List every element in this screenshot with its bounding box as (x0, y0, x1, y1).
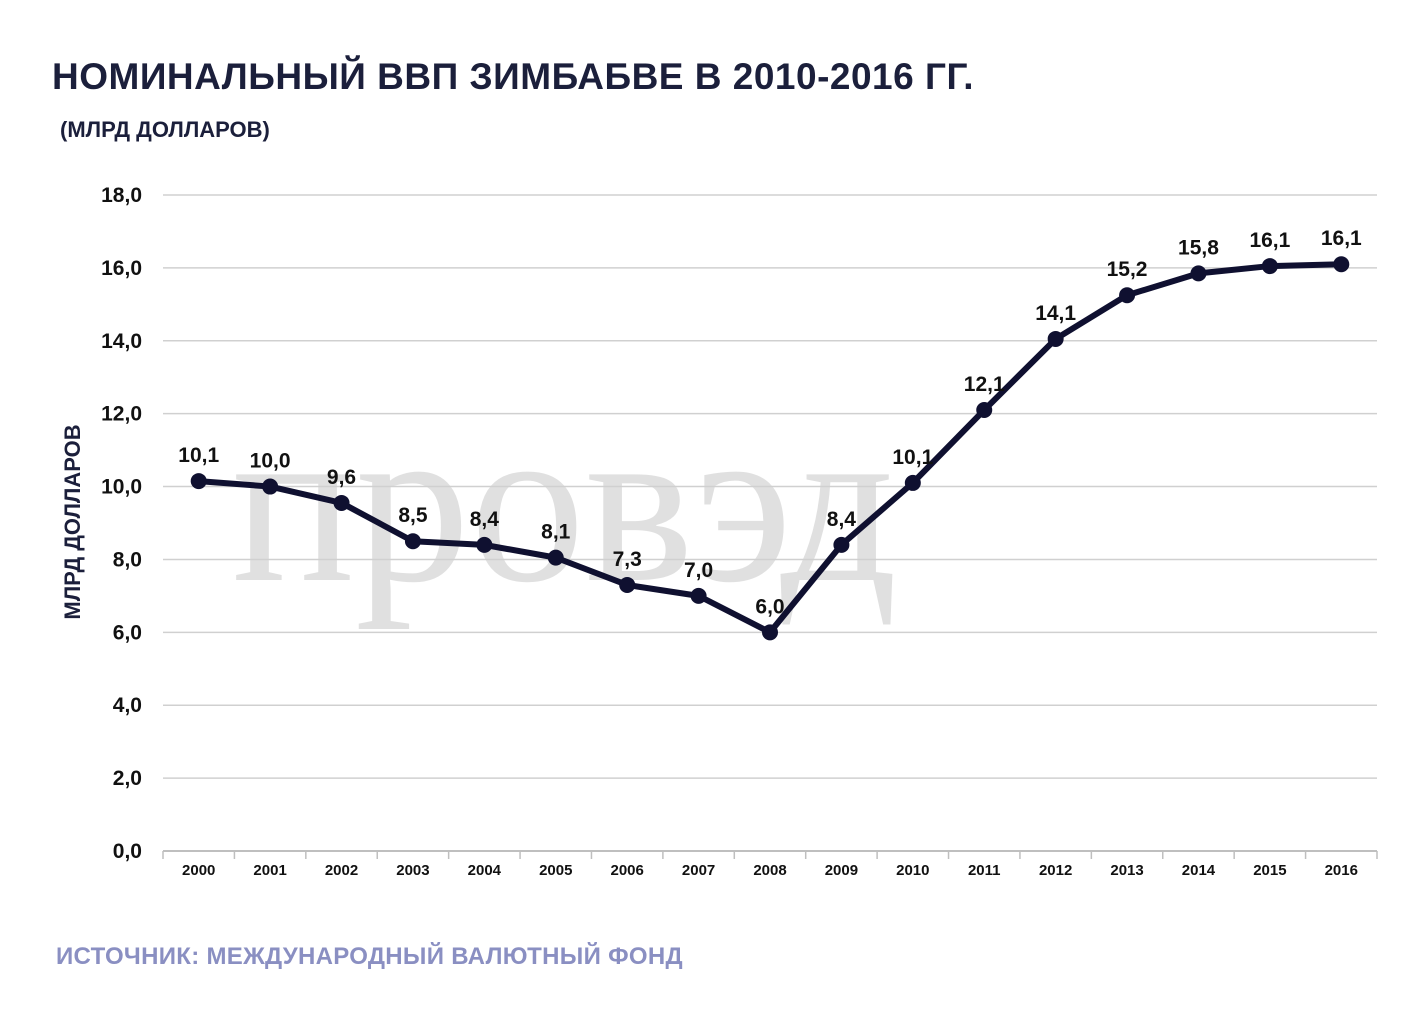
x-tick-label: 2016 (1325, 862, 1358, 879)
data-label: 8,4 (827, 508, 857, 531)
x-tick-label: 2002 (325, 862, 358, 879)
data-point (904, 474, 921, 491)
x-tick-label: 2008 (753, 862, 786, 879)
x-tick-label: 2005 (539, 862, 572, 879)
x-tick-label: 2007 (682, 862, 715, 879)
data-point (1047, 330, 1064, 347)
x-tick-label: 2004 (468, 862, 502, 879)
y-tick-label: 4,0 (113, 694, 142, 717)
x-tick-label: 2011 (968, 862, 1001, 879)
data-label: 7,3 (613, 548, 642, 571)
data-label: 6,0 (755, 595, 784, 618)
data-label: 7,0 (684, 559, 713, 582)
x-tick-label: 2009 (825, 862, 858, 879)
y-axis-label: МЛРД ДОЛЛАРОВ (60, 424, 85, 619)
y-tick-label: 16,0 (101, 257, 142, 280)
data-label: 14,1 (1035, 302, 1076, 325)
x-tick-label: 2010 (896, 862, 929, 879)
data-label: 15,8 (1178, 236, 1219, 259)
y-tick-label: 14,0 (101, 330, 142, 353)
source-note: ИСТОЧНИК: МЕЖДУНАРОДНЫЙ ВАЛЮТНЫЙ ФОНД (56, 943, 683, 970)
data-point (1119, 287, 1136, 304)
data-label: 8,4 (470, 508, 500, 531)
y-tick-label: 6,0 (113, 621, 142, 644)
data-point (1190, 265, 1207, 282)
y-axis-ticks: 0,0 2,0 4,0 6,0 8,0 10,0 12,0 14,0 16,0 18,0 (101, 184, 142, 863)
y-tick-label: 18,0 (101, 184, 142, 207)
data-point (404, 533, 421, 550)
data-point (476, 536, 493, 553)
x-tick-label: 2001 (253, 862, 286, 879)
data-label: 10,1 (178, 444, 219, 467)
y-tick-label: 8,0 (113, 548, 142, 571)
data-point (976, 402, 993, 419)
y-tick-label: 0,0 (113, 840, 142, 863)
data-label: 16,1 (1249, 229, 1290, 252)
x-tick-label: 2012 (1039, 862, 1072, 879)
data-label: 8,1 (541, 521, 571, 544)
data-point (833, 536, 850, 553)
data-label: 15,2 (1107, 258, 1148, 281)
chart-title: НОМИНАЛЬНЫЙ ВВП ЗИМБАБВЕ В 2010-2016 ГГ. (52, 56, 975, 97)
data-point (690, 587, 707, 604)
x-tick-label: 2006 (610, 862, 643, 879)
data-point (1333, 256, 1350, 273)
data-labels: 10,1 10,0 9,6 8,5 8,4 8,1 7,3 7,0 6,0 8,4 10,1 12,1… (178, 227, 1362, 618)
chart-subtitle: (МЛРД ДОЛЛАРОВ) (60, 117, 270, 142)
grid-lines (163, 194, 1377, 852)
x-tick-label: 2000 (182, 862, 215, 879)
x-tick-label: 2003 (396, 862, 429, 879)
data-label: 8,5 (398, 504, 428, 527)
data-point (333, 494, 350, 511)
data-point (762, 624, 778, 641)
x-tick-label: 2014 (1182, 862, 1216, 879)
y-tick-label: 12,0 (101, 403, 142, 426)
data-label: 12,1 (964, 373, 1005, 396)
data-point (1261, 258, 1278, 275)
y-tick-label: 10,0 (101, 476, 142, 499)
y-tick-label: 2,0 (113, 767, 142, 790)
x-axis-ticks: 2000 2001 2002 2003 2004 2005 2006 2007 2008 2009… (162, 851, 1378, 879)
data-points (190, 256, 1350, 641)
x-tick-label: 2015 (1253, 862, 1286, 879)
data-label: 16,1 (1321, 227, 1362, 250)
series-line (198, 261, 1342, 636)
data-point (619, 576, 636, 593)
data-label: 10,1 (892, 446, 933, 469)
data-point (547, 549, 564, 566)
data-label: 9,6 (327, 466, 356, 489)
data-point (190, 473, 207, 490)
data-label: 10,0 (250, 450, 291, 473)
data-point (262, 478, 279, 495)
x-tick-label: 2013 (1110, 862, 1143, 879)
